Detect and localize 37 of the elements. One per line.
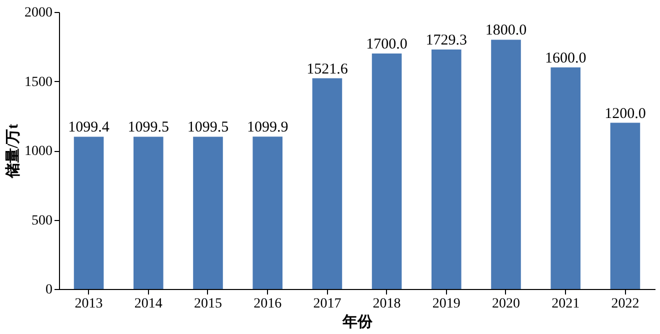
data-label: 1099.5 (128, 120, 170, 136)
y-tick-label: 500 (32, 213, 52, 228)
data-label: 1521.6 (306, 61, 348, 78)
data-label: 1800.0 (485, 22, 527, 39)
data-label: 1600.0 (544, 50, 586, 66)
bar (134, 136, 164, 289)
bar (550, 67, 580, 289)
bar (610, 122, 640, 289)
data-label: 1729.3 (426, 32, 468, 48)
y-tick-label: 0 (46, 282, 52, 298)
x-tick-label: 2019 (432, 296, 460, 312)
y-axis-title: 储量/万t (4, 124, 22, 180)
bar (372, 54, 402, 289)
y-tick-label: 1500 (24, 74, 52, 90)
y-tick-label: 2000 (24, 6, 52, 20)
x-axis-title: 年份 (342, 314, 374, 330)
x-tick-label: 2018 (372, 296, 401, 312)
bar (491, 40, 521, 289)
x-tick-label: 2020 (492, 296, 520, 312)
data-label: 1700.0 (366, 36, 408, 53)
data-label: 1099.4 (68, 120, 110, 136)
x-tick-label: 2022 (611, 296, 640, 312)
x-tick-label: 2021 (552, 296, 580, 312)
bar (432, 49, 462, 289)
bar (252, 136, 282, 289)
data-label: 1099.9 (246, 120, 288, 136)
x-tick-label: 2014 (134, 296, 162, 312)
x-tick-label: 2017 (313, 296, 342, 312)
y-tick-label: 1000 (24, 144, 52, 159)
bar (193, 136, 223, 289)
x-tick-label: 2015 (194, 296, 222, 312)
data-label: 1200.0 (604, 106, 646, 122)
x-tick-label: 2016 (254, 296, 282, 312)
x-tick-label: 2013 (74, 296, 103, 312)
bar (312, 78, 342, 289)
bar (74, 136, 104, 289)
data-label: 1099.5 (187, 120, 229, 136)
